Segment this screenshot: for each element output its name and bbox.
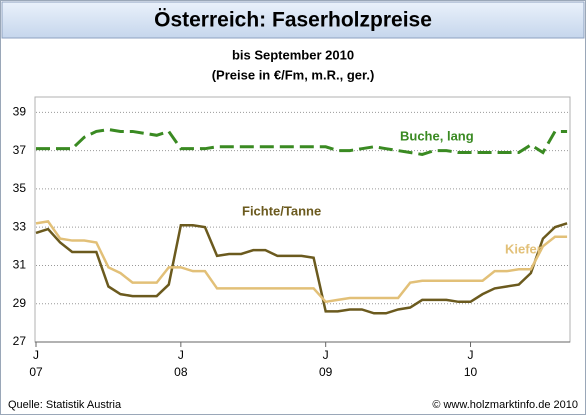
x-tick-label: J <box>468 348 474 362</box>
year-label: 10 <box>464 365 478 379</box>
series-label: Fichte/Tanne <box>242 203 321 218</box>
chart-title: Österreich: Faserholzpreise <box>154 9 432 32</box>
y-tick-label: 31 <box>13 258 27 272</box>
x-tick-label: J <box>178 348 184 362</box>
series-line <box>36 128 568 156</box>
year-label: 07 <box>29 365 43 379</box>
y-tick-label: 35 <box>13 181 27 195</box>
y-tick-label: 29 <box>13 296 27 310</box>
year-label: 09 <box>319 365 333 379</box>
y-tick-label: 37 <box>13 143 27 157</box>
source: Quelle: Statistik Austria <box>8 399 122 411</box>
x-tick-label: J <box>323 348 329 362</box>
y-tick-label: 39 <box>13 104 27 118</box>
series-line <box>35 220 568 304</box>
y-tick-label: 27 <box>13 334 27 348</box>
series-label: Buche, lang <box>400 128 474 143</box>
plot-area <box>34 96 571 343</box>
subtitle: (Preise in €/Fm, m.R., ger.) <box>212 67 375 82</box>
year-label: 08 <box>174 365 188 379</box>
subtitle: bis September 2010 <box>232 47 354 62</box>
x-tick-label: J <box>33 348 39 362</box>
series-line <box>35 222 568 315</box>
title-bar <box>1 1 585 39</box>
y-tick-label: 33 <box>13 219 27 233</box>
credit: © www.holzmarktinfo.de 2010 <box>432 399 578 411</box>
series-label: Kiefer <box>505 241 542 256</box>
